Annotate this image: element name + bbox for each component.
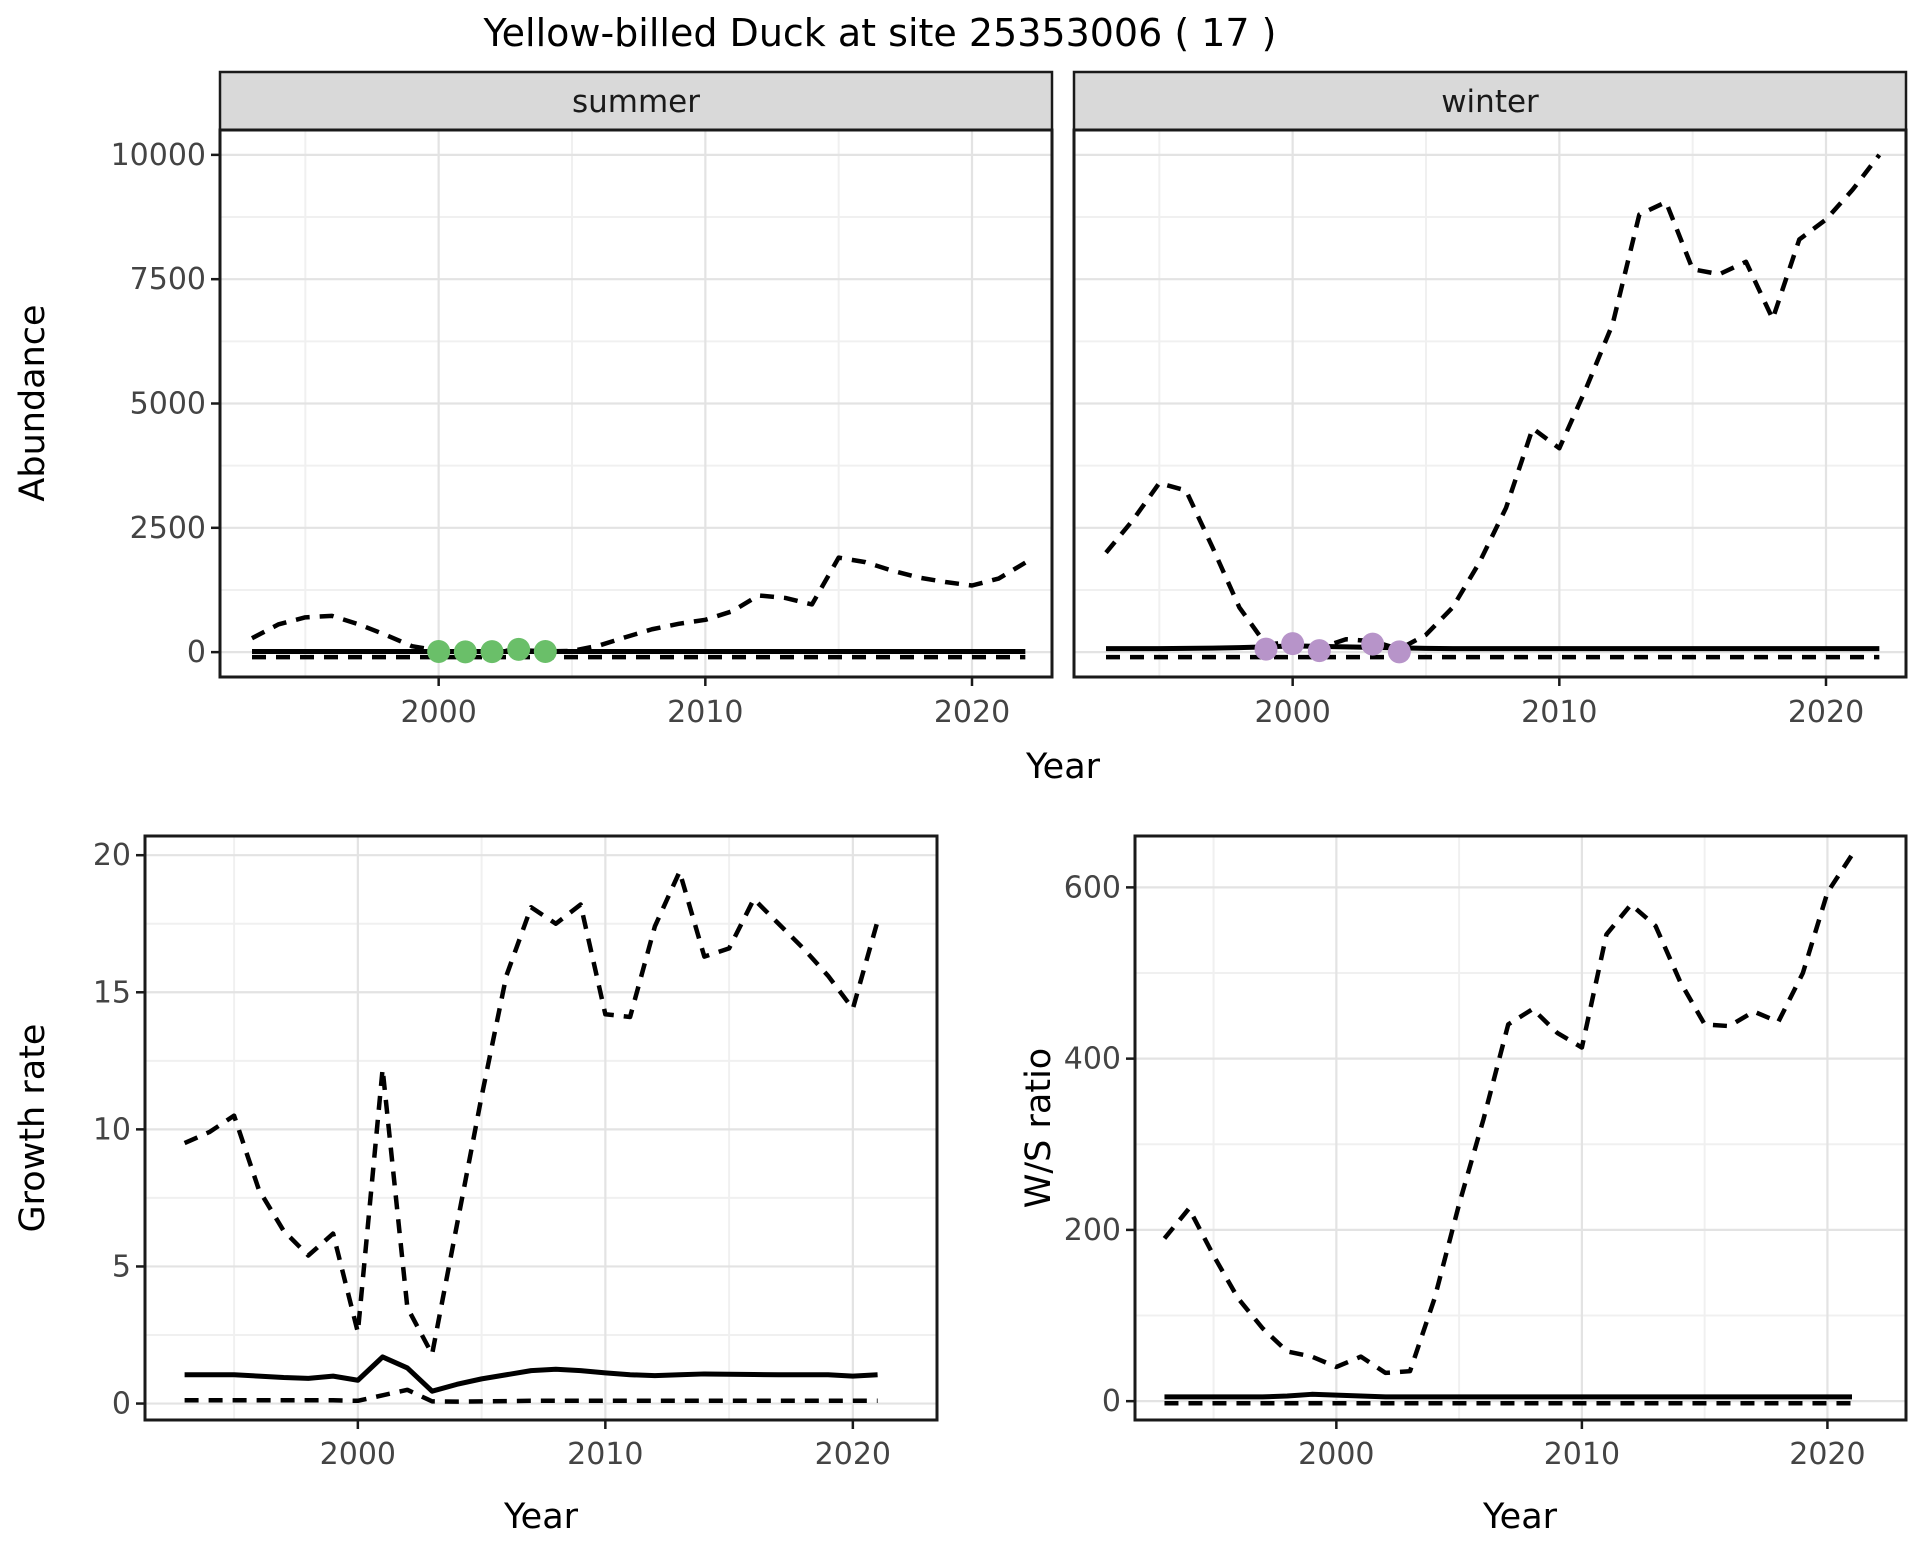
observation-dot <box>1281 632 1305 656</box>
y-tick-label: 5 <box>112 1249 131 1284</box>
x-tick-label: 2020 <box>1789 1437 1865 1472</box>
axis-ticks: 2000 2010 2020 0 200 400 600 <box>1064 870 1866 1472</box>
axis-ticks: 2000 2010 2020 0 5 10 15 20 <box>93 838 891 1472</box>
y-tick-label: 7500 <box>130 262 206 297</box>
observation-dot <box>533 640 557 664</box>
y-tick-label: 10000 <box>111 138 206 173</box>
panel-border <box>218 128 1054 679</box>
x-tick-label: 2000 <box>320 1437 396 1472</box>
observation-dot <box>1254 637 1278 661</box>
observation-dots <box>427 637 557 664</box>
x-tick-label: 2020 <box>1788 695 1864 730</box>
x-tick-label: 2000 <box>400 695 476 730</box>
facet-strip-label-summer: summer <box>572 84 700 120</box>
axis-ticks: 2000 2010 2020 0 2500 5000 7500 10000 <box>111 138 1011 730</box>
x-tick-label: 2000 <box>1298 1437 1374 1472</box>
y-tick-label: 0 <box>187 635 206 670</box>
observation-dot <box>507 637 531 661</box>
facet-strip-summer <box>218 70 1054 132</box>
observation-dots <box>1254 632 1411 664</box>
series-lines <box>1162 853 1854 1406</box>
x-tick-label: 2000 <box>1254 695 1330 730</box>
gridlines <box>1074 130 1906 677</box>
axis-ticks: 2000 2010 2020 <box>1254 677 1864 730</box>
gridlines <box>145 836 937 1420</box>
y-axis-label-abundance: Abundance <box>13 304 53 501</box>
x-axis-label-year-top: Year <box>1025 747 1101 787</box>
x-tick-label: 2010 <box>1544 1437 1620 1472</box>
series-upper-dashed <box>183 869 880 1357</box>
y-axis-label-ws-ratio: W/S ratio <box>1019 1048 1059 1208</box>
panel-border <box>143 834 939 1422</box>
y-tick-label: 20 <box>93 838 131 873</box>
observation-dot <box>1387 640 1411 664</box>
gridlines <box>1135 836 1906 1420</box>
y-tick-label: 0 <box>112 1387 131 1422</box>
x-tick-label: 2010 <box>1521 695 1597 730</box>
series-solid-mid <box>1164 1391 1852 1400</box>
panel-border <box>1072 128 1908 679</box>
observation-dot <box>427 640 451 664</box>
x-tick-label: 2020 <box>815 1437 891 1472</box>
series-lines <box>183 869 880 1404</box>
series-solid-mid <box>1106 643 1880 652</box>
y-axis-label-growth-rate: Growth rate <box>13 1024 53 1233</box>
series-lines <box>1104 153 1882 660</box>
panel-border <box>1133 834 1908 1422</box>
x-tick-label: 2020 <box>934 695 1010 730</box>
y-tick-label: 15 <box>93 975 131 1010</box>
panel-ws-ratio: 2000 2010 2020 0 200 400 600 <box>1064 834 1908 1472</box>
panel-growth-rate: 2000 2010 2020 0 5 10 15 20 <box>93 834 939 1472</box>
facet-strip-winter <box>1072 70 1908 132</box>
series-lines <box>250 555 1027 660</box>
series-solid-mid <box>184 1354 878 1394</box>
gridlines <box>220 130 1052 677</box>
panel-abundance-winter: 2000 2010 2020 <box>1072 128 1908 730</box>
series-upper-dashed <box>250 555 1027 654</box>
x-axis-label-year-bottom-left: Year <box>503 1497 579 1537</box>
panel-abundance-summer: 2000 2010 2020 0 2500 5000 7500 10000 <box>111 128 1054 730</box>
y-tick-label: 600 <box>1064 870 1121 905</box>
facet-strip-label-winter: winter <box>1441 84 1539 120</box>
x-axis-label-year-bottom-right: Year <box>1482 1497 1558 1537</box>
y-tick-label: 0 <box>1102 1384 1121 1419</box>
y-tick-label: 10 <box>93 1112 131 1147</box>
x-tick-label: 2010 <box>567 1437 643 1472</box>
x-tick-label: 2010 <box>667 695 743 730</box>
chart-title: Yellow-billed Duck at site 25353006 ( 17… <box>482 11 1276 55</box>
observation-dot <box>480 640 504 664</box>
observation-dot <box>1307 639 1331 663</box>
y-tick-label: 2500 <box>130 511 206 546</box>
observation-dot <box>453 640 477 664</box>
series-lower-dashed <box>184 1387 878 1404</box>
observation-dot <box>1361 632 1385 656</box>
y-tick-label: 400 <box>1064 1042 1121 1077</box>
series-upper-dashed <box>1162 853 1854 1376</box>
y-tick-label: 200 <box>1064 1213 1121 1248</box>
series-upper-dashed <box>1104 153 1882 652</box>
y-tick-label: 5000 <box>130 387 206 422</box>
